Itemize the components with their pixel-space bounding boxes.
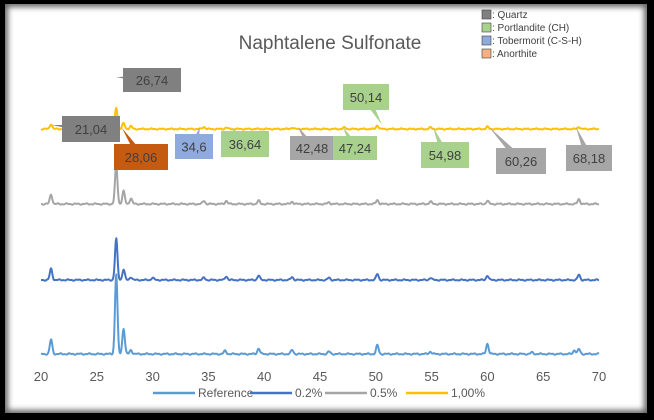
legend-label: 1,00% (451, 386, 485, 400)
phase-swatch (481, 9, 492, 20)
series-line-reference (40, 273, 600, 356)
peak-callout: 36,64 (221, 127, 269, 157)
legend-label: Reference (198, 386, 254, 400)
callout-label: 28,06 (125, 150, 158, 165)
callout-box (175, 134, 213, 159)
callout-label: 60,26 (505, 154, 538, 169)
phase-label: : Quartz (492, 10, 528, 21)
phase-label: : Tobermorit (C-S-H) (492, 36, 582, 47)
peak-callout: 28,06 (114, 128, 168, 170)
peak-callout: 21,04 (52, 116, 120, 142)
x-tick-label: 65 (536, 369, 550, 384)
callout-box (333, 136, 377, 160)
traces (40, 106, 600, 356)
x-tick-label: 60 (480, 369, 494, 384)
callout-box (290, 136, 334, 160)
phase-label: : Anorthite (492, 49, 537, 60)
phase-swatch (481, 35, 492, 46)
x-tick-label: 70 (592, 369, 606, 384)
callout-label: 47,24 (339, 141, 372, 156)
x-tick-label: 50 (369, 369, 383, 384)
callout-box (62, 116, 120, 142)
series-line-0-5- (40, 164, 600, 206)
peak-callouts: 21,04 26,74 28,06 34,6 36,64 42,48 47,24 50,14 5… (52, 68, 612, 174)
callout-box (114, 144, 168, 170)
callout-box (496, 148, 546, 174)
callout-label: 42,48 (296, 141, 329, 156)
phase-key: : Quartz : Portlandite (CH) : Tobermorit (… (481, 9, 582, 60)
x-axis-ticks: 20 25 30 35 40 45 50 55 60 65 70 (34, 369, 606, 384)
callout-box (221, 131, 269, 157)
phase-label: : Portlandite (CH) (492, 23, 569, 34)
legend: Reference 0.2% 0.5% 1,00% (153, 386, 485, 400)
x-tick-label: 30 (145, 369, 159, 384)
x-tick-label: 55 (424, 369, 438, 384)
callout-box (566, 145, 612, 171)
callout-box (123, 68, 181, 92)
callout-label: 68,18 (573, 151, 606, 166)
peak-callout: 26,74 (116, 68, 181, 92)
callout-label: 26,74 (136, 73, 169, 88)
callout-label: 50,14 (350, 90, 383, 105)
peak-callout: 34,6 (175, 127, 213, 159)
callout-box (343, 84, 389, 110)
callout-box (421, 142, 469, 168)
series-line-1-00- (40, 106, 600, 131)
peak-callout: 47,24 (333, 127, 377, 160)
peak-callout: 68,18 (566, 127, 612, 171)
peak-callout: 54,98 (421, 127, 469, 168)
phase-swatch (481, 48, 492, 59)
series-line-0-2- (40, 237, 600, 282)
chart-frame (5, 4, 647, 413)
legend-label: 0.2% (295, 386, 323, 400)
x-tick-label: 45 (313, 369, 327, 384)
callout-label: 34,6 (181, 140, 206, 155)
peak-callout: 42,48 (290, 127, 334, 160)
callout-label: 21,04 (75, 122, 108, 137)
chart-title: Naphtalene Sulfonate (239, 33, 422, 54)
legend-label: 0.5% (370, 386, 398, 400)
peak-callout: 50,14 (343, 84, 389, 125)
peak-callout: 60,26 (489, 127, 546, 174)
x-tick-label: 35 (201, 369, 215, 384)
phase-swatch (481, 22, 492, 33)
callout-label: 54,98 (429, 148, 462, 163)
callout-label: 36,64 (229, 137, 262, 152)
x-tick-label: 40 (257, 369, 271, 384)
x-tick-label: 20 (34, 369, 48, 384)
x-tick-label: 25 (90, 369, 104, 384)
